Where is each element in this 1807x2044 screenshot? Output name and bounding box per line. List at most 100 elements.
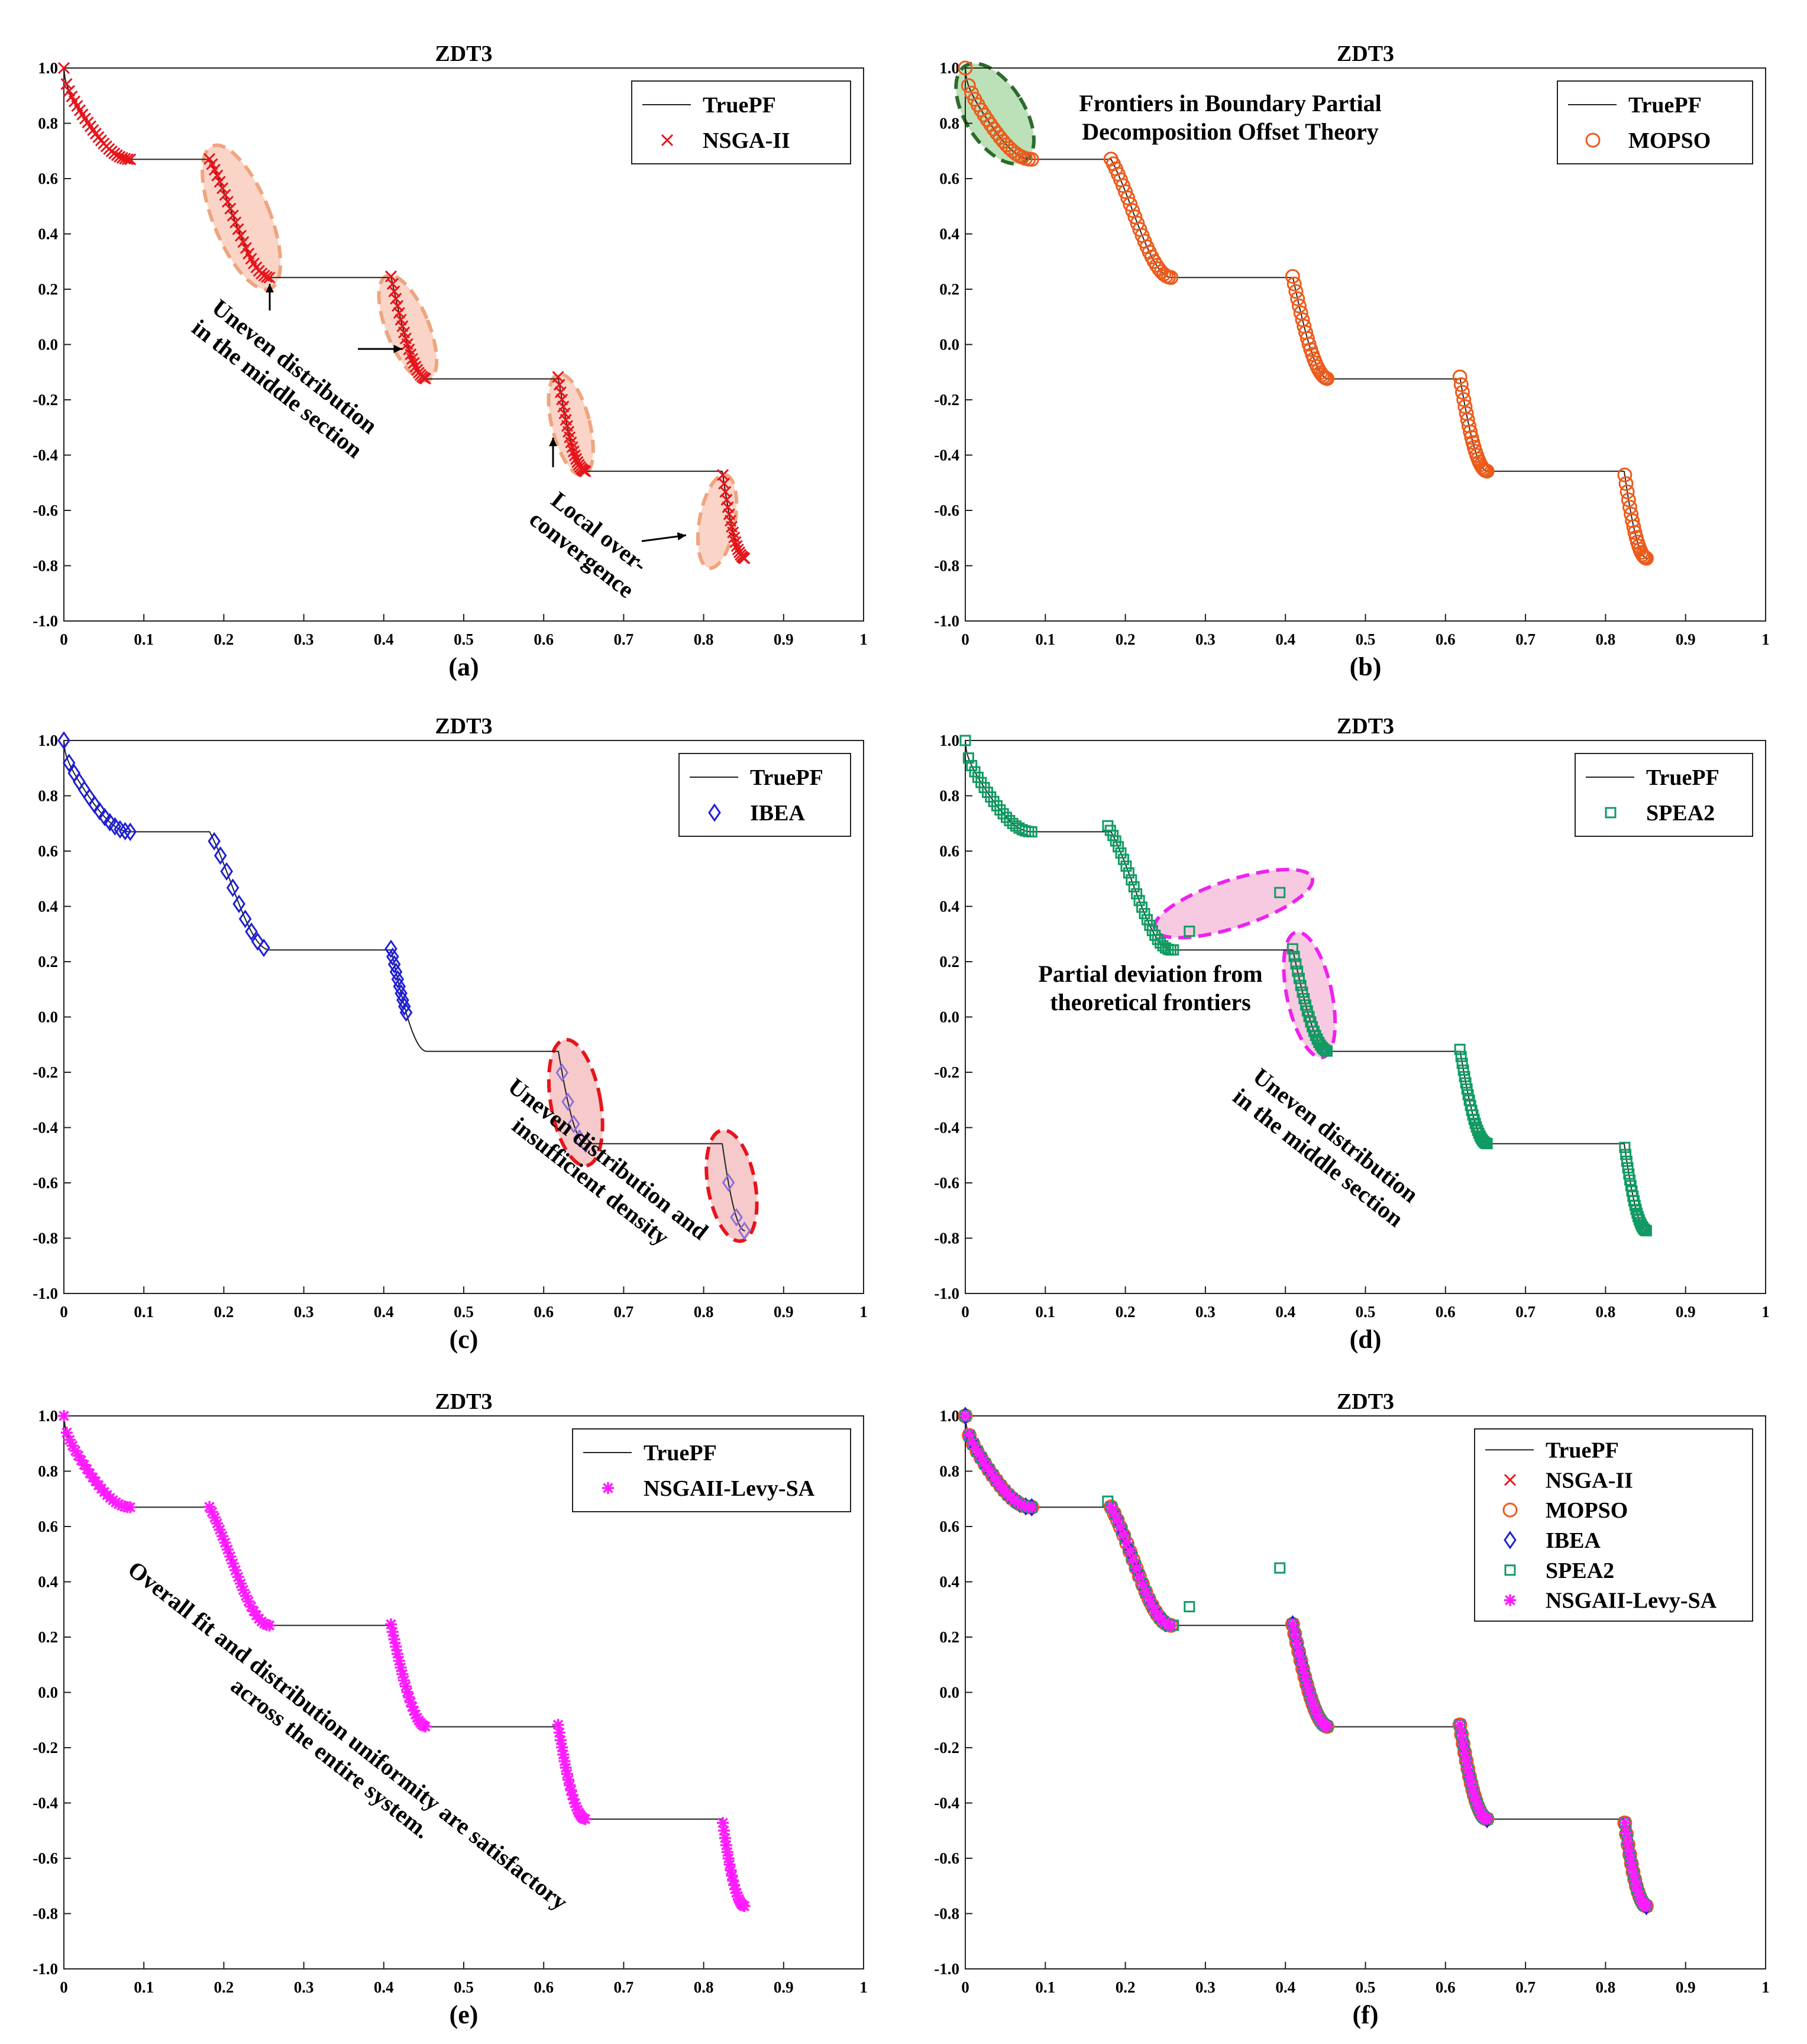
data-point <box>386 278 399 290</box>
data-point <box>966 759 978 771</box>
data-point <box>1463 424 1478 439</box>
x-tick-label: 0.8 <box>1596 630 1616 648</box>
x-tick-label: 0.1 <box>1035 1303 1055 1321</box>
highlight-ellipse <box>1152 868 1314 940</box>
data-point <box>1300 999 1312 1011</box>
data-point <box>60 1427 73 1439</box>
data-point <box>386 947 399 966</box>
y-tick-label: -0.2 <box>934 1063 959 1081</box>
data-point <box>118 822 132 841</box>
data-point <box>1298 993 1310 1005</box>
data-point <box>1622 500 1637 515</box>
data-point <box>1474 459 1489 474</box>
data-point <box>1274 887 1286 898</box>
data-point <box>561 1092 574 1111</box>
data-point <box>1291 298 1307 313</box>
x-tick-label: 0.8 <box>694 1303 714 1321</box>
data-point <box>1626 1860 1638 1872</box>
data-point <box>1295 979 1307 991</box>
data-point <box>1459 1070 1470 1082</box>
data-point <box>1635 547 1650 562</box>
x-tick-label: 0 <box>961 1303 969 1321</box>
y-tick-label: 0.6 <box>38 170 58 187</box>
data-point <box>214 1524 226 1536</box>
data-point <box>1130 215 1145 231</box>
y-tick-label: 0.8 <box>939 115 959 132</box>
data-point <box>1628 1874 1641 1886</box>
y-tick-label: -0.8 <box>33 1905 58 1923</box>
data-point <box>263 271 276 284</box>
data-point <box>393 977 406 996</box>
x-tick-label: 0.9 <box>774 630 794 648</box>
x-tick-label: 0.2 <box>214 1978 234 1996</box>
data-point <box>240 1590 252 1602</box>
data-point <box>1128 881 1140 892</box>
data-point <box>567 1114 580 1134</box>
data-point <box>1630 1880 1643 1892</box>
x-tick-label: 0.2 <box>214 1303 234 1321</box>
legend: TruePF NSGA-II <box>631 80 851 164</box>
data-point <box>980 1460 993 1472</box>
y-tick-label: 0.0 <box>38 1008 58 1026</box>
data-point <box>1636 549 1651 564</box>
data-point <box>1168 944 1179 956</box>
data-point <box>1026 1501 1038 1513</box>
x-tick-label: 0.9 <box>1676 630 1696 648</box>
data-point <box>570 1800 583 1813</box>
data-point <box>206 1506 218 1518</box>
y-tick-label: 1.0 <box>939 59 959 77</box>
data-point <box>384 1618 397 1631</box>
annotation-text: Overall fit and distribution uniformity … <box>123 1555 573 1915</box>
data-point <box>1460 1077 1472 1089</box>
y-tick-label: -0.2 <box>934 1739 959 1757</box>
data-point <box>1622 1162 1634 1173</box>
y-tick-label: 0.4 <box>38 225 58 243</box>
chart-panel-1: 0 0.1 0.2 0.3 0.4 0.5 0.6 0.7 0.8 0.9 1 -1.0 -0.8 -0.… <box>33 41 868 681</box>
x-tick-label: 0.3 <box>1195 1303 1216 1321</box>
data-point <box>727 1874 739 1887</box>
data-point <box>62 753 76 772</box>
data-point <box>1617 467 1633 483</box>
data-point <box>1633 1889 1646 1901</box>
data-point <box>738 1900 751 1912</box>
x-tick-label: 0.4 <box>1275 1303 1295 1321</box>
data-point <box>1460 1755 1472 1767</box>
data-point <box>112 1498 125 1511</box>
x-tick-label: 0.4 <box>374 630 394 648</box>
y-tick-label: 0.4 <box>38 898 58 916</box>
data-point <box>391 300 404 312</box>
data-point <box>1479 464 1495 479</box>
data-point <box>1462 1762 1474 1775</box>
x-tick-label: 0.6 <box>1436 1978 1456 1996</box>
data-point <box>969 1443 982 1455</box>
data-point <box>263 1619 276 1632</box>
data-point <box>1131 888 1143 900</box>
data-point <box>1637 1222 1649 1234</box>
data-point <box>214 176 226 188</box>
y-tick-label: 0.4 <box>939 898 959 916</box>
y-tick-label: -0.8 <box>934 1905 959 1923</box>
data-point <box>1470 1794 1482 1807</box>
x-tick-label: 0.1 <box>1035 1978 1055 1996</box>
data-point <box>396 991 409 1010</box>
data-point <box>1123 196 1138 212</box>
data-point <box>1452 369 1467 384</box>
legend-entry: MOPSO <box>1546 1498 1628 1523</box>
data-point <box>399 1003 413 1022</box>
y-tick-label: 0.2 <box>38 280 58 298</box>
x-tick-label: 0.7 <box>1515 1303 1536 1321</box>
data-point <box>568 449 581 462</box>
y-tick-label: -0.6 <box>33 1849 58 1867</box>
data-point <box>232 223 244 235</box>
chart-title: ZDT3 <box>435 41 492 66</box>
data-point <box>397 997 411 1016</box>
x-tick-label: 0 <box>961 630 969 648</box>
data-point <box>1476 461 1491 476</box>
data-point <box>1461 418 1476 434</box>
data-point <box>1459 1746 1471 1758</box>
data-point <box>728 531 741 544</box>
data-point <box>1621 1155 1633 1167</box>
chart-panel-2: 0 0.1 0.2 0.3 0.4 0.5 0.6 0.7 0.8 0.9 1 -1.0 -0.8 -0.… <box>934 41 1770 681</box>
x-tick-label: 0.1 <box>1035 630 1055 648</box>
data-point <box>579 1813 591 1825</box>
